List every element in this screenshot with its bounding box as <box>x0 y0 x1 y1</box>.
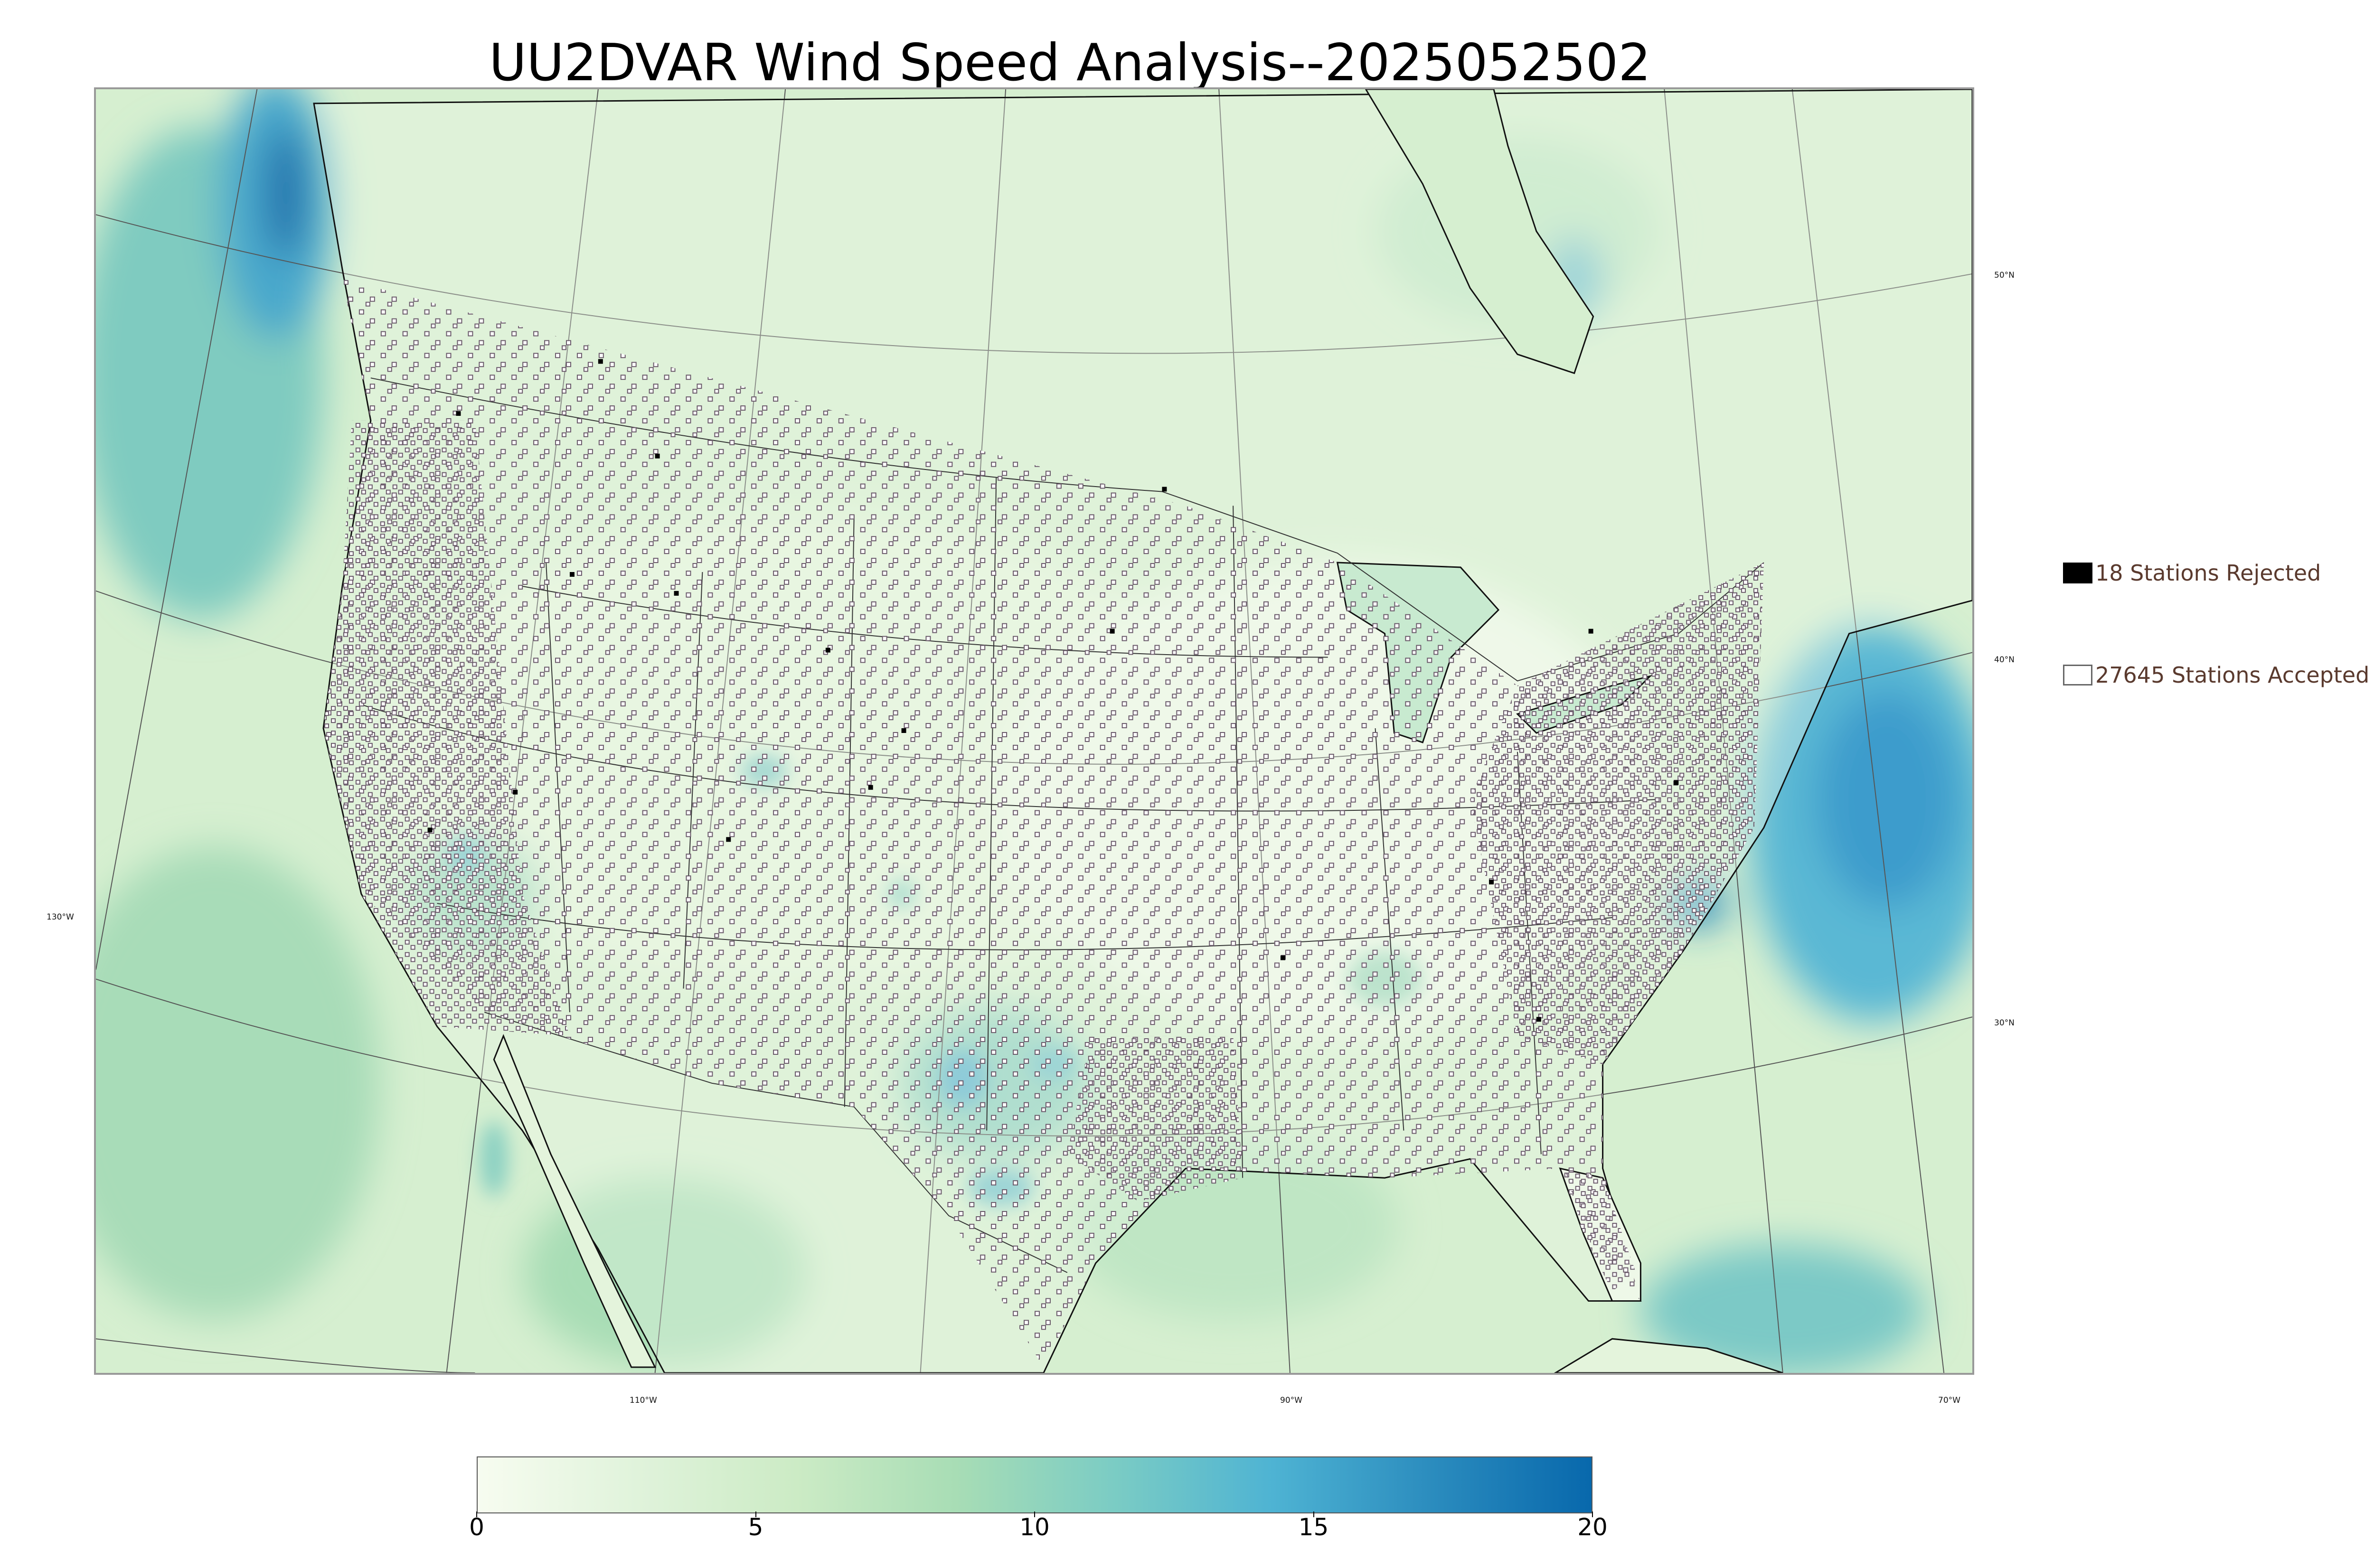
colorbar <box>477 1456 1592 1513</box>
wind-speed-map <box>96 89 1972 1373</box>
rejected-station <box>1589 629 1593 634</box>
rejected-station <box>902 728 906 733</box>
lat-label-30: 30°N <box>1994 1018 2015 1028</box>
lat-label-40: 40°N <box>1994 655 2015 665</box>
rejected-station <box>570 572 575 577</box>
rejected-station <box>1110 629 1115 634</box>
rejected-station <box>1162 487 1167 492</box>
rejected-station <box>726 837 731 842</box>
legend-accepted: 27645 Stations Accepted <box>2063 662 2369 688</box>
rejected-station <box>1674 780 1678 785</box>
rejected-station <box>674 591 679 596</box>
colorbar-tick-label: 0 <box>469 1513 484 1541</box>
colorbar-tick-label: 15 <box>1299 1513 1329 1541</box>
map-panel <box>94 87 1974 1375</box>
rejected-station <box>456 411 461 416</box>
accepted-swatch-icon <box>2063 665 2092 685</box>
colorbar-tick-label: 5 <box>748 1513 763 1541</box>
legend-accepted-label: 27645 Stations Accepted <box>2095 662 2369 688</box>
rejected-swatch-icon <box>2063 563 2092 583</box>
legend-rejected: 18 Stations Rejected <box>2063 560 2321 586</box>
lon-label-110: 110°W <box>630 1396 657 1405</box>
lat-label-50: 50°N <box>1994 271 2015 280</box>
lon-label-90: 90°W <box>1280 1396 1302 1405</box>
rejected-station <box>513 790 518 795</box>
rejected-station <box>428 827 433 832</box>
colorbar-tick-label: 20 <box>1577 1513 1608 1541</box>
rejected-station <box>826 648 830 653</box>
rejected-station <box>1281 956 1285 960</box>
colorbar-tick-label: 10 <box>1019 1513 1050 1541</box>
lon-label-70: 70°W <box>1938 1396 1960 1405</box>
rejected-station <box>868 785 873 790</box>
rejected-station <box>1536 1017 1541 1022</box>
rejected-station <box>655 454 660 459</box>
lon-label-130: 130°W <box>47 912 74 922</box>
legend-rejected-label: 18 Stations Rejected <box>2095 560 2321 586</box>
rejected-station <box>598 359 603 364</box>
rejected-station <box>1489 880 1494 884</box>
map-title: UU2DVAR Wind Speed Analysis--2025052502 <box>489 33 1651 93</box>
